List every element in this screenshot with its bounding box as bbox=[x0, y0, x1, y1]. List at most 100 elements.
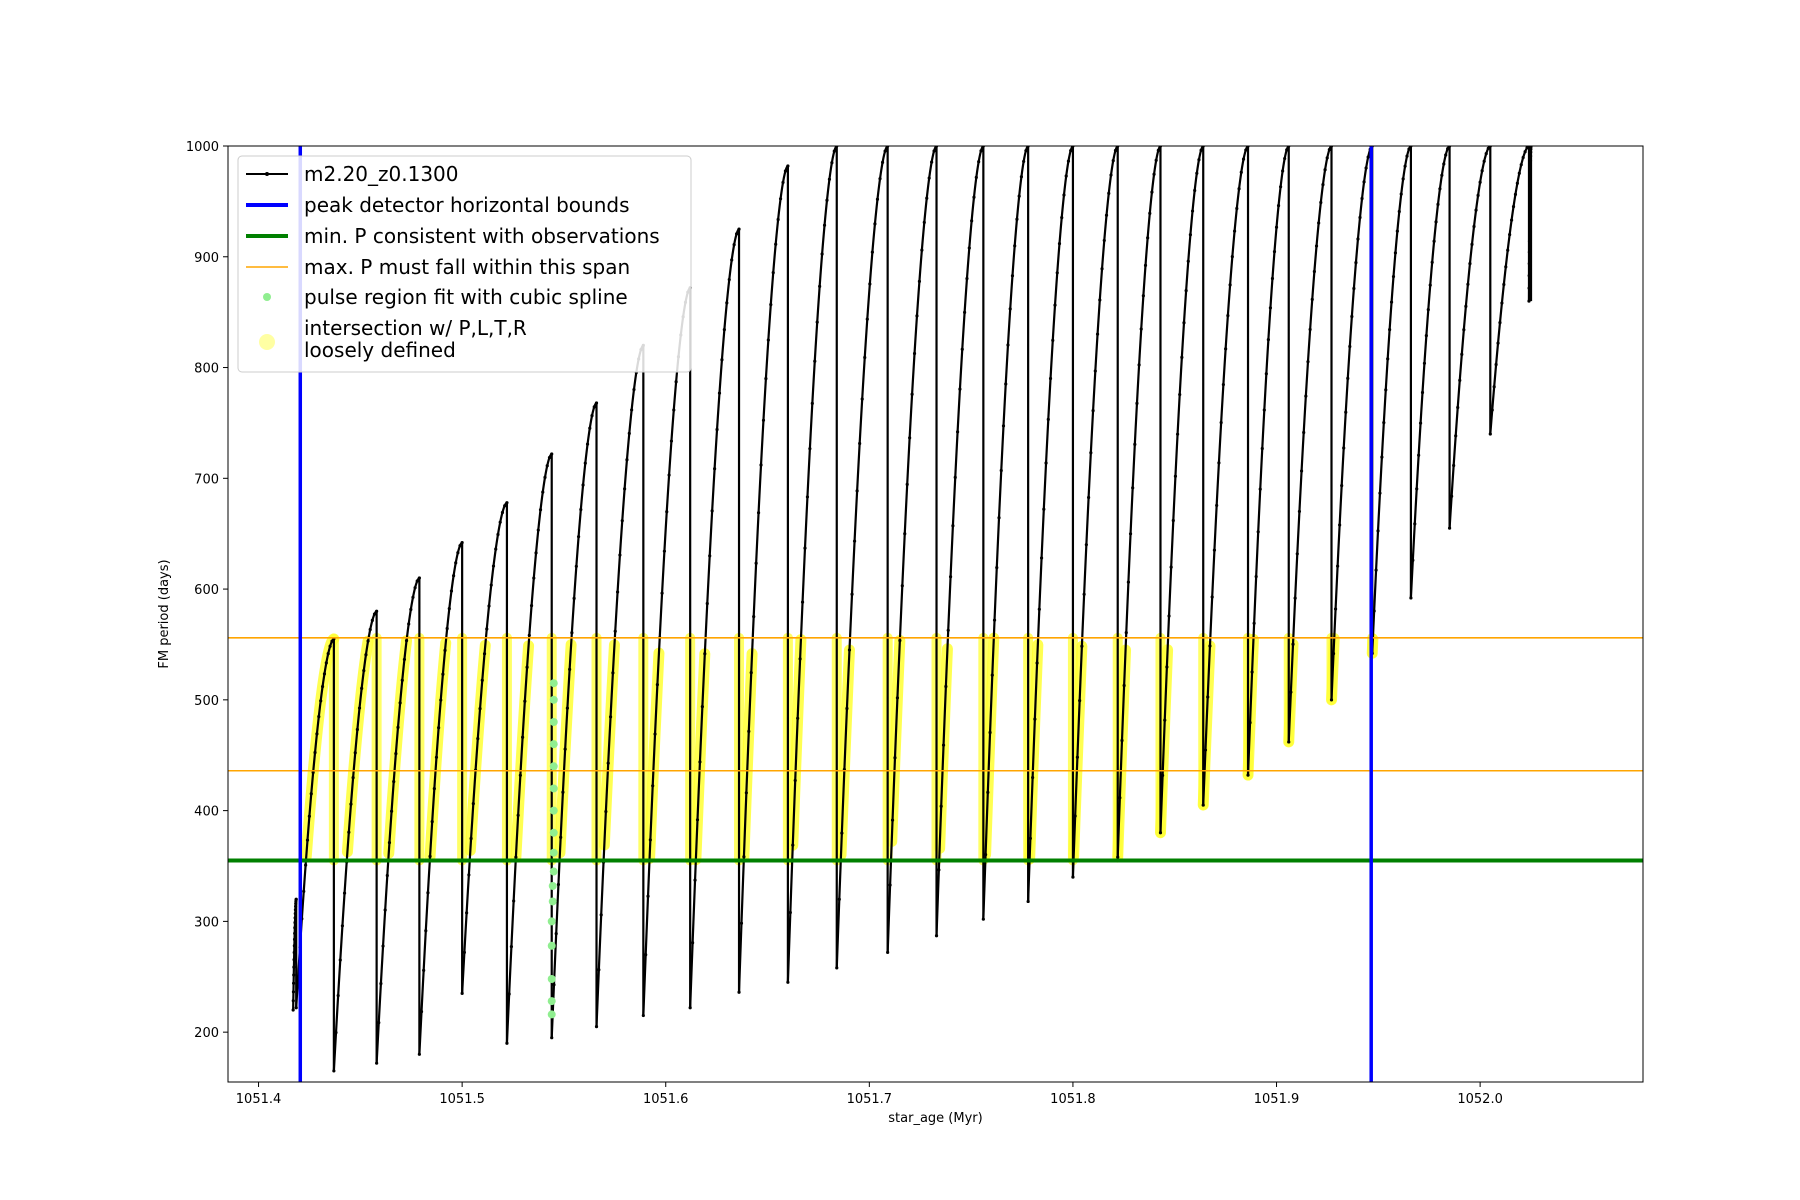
model-point bbox=[294, 897, 298, 901]
model-point bbox=[1057, 241, 1062, 246]
model-point bbox=[941, 743, 946, 747]
model-point bbox=[1102, 238, 1106, 243]
model-point bbox=[1444, 153, 1448, 157]
model-point bbox=[291, 990, 296, 994]
model-point bbox=[900, 584, 904, 588]
model-point bbox=[1091, 408, 1095, 413]
model-point bbox=[627, 431, 631, 435]
spline-point bbox=[547, 974, 556, 983]
model-point bbox=[1397, 209, 1401, 214]
model-point bbox=[847, 648, 852, 652]
model-point bbox=[1031, 775, 1035, 780]
model-point bbox=[845, 706, 849, 711]
model-point bbox=[1122, 683, 1126, 688]
model-point bbox=[662, 549, 667, 553]
model-point bbox=[796, 716, 800, 720]
model-point bbox=[644, 953, 648, 957]
model-pulse-curve bbox=[737, 164, 789, 993]
model-point bbox=[439, 698, 443, 702]
model-point bbox=[1212, 548, 1217, 552]
model-point bbox=[818, 284, 822, 288]
model-point bbox=[1039, 556, 1044, 560]
model-point bbox=[979, 149, 983, 153]
model-point bbox=[1304, 394, 1308, 398]
model-point bbox=[895, 696, 900, 700]
model-point bbox=[1420, 390, 1425, 395]
model-point bbox=[496, 532, 500, 537]
model-point bbox=[1221, 382, 1225, 387]
model-point bbox=[925, 196, 929, 200]
model-point bbox=[646, 894, 650, 898]
model-point bbox=[426, 891, 430, 895]
model-point bbox=[1197, 158, 1201, 162]
model-point bbox=[1523, 150, 1527, 154]
model-point bbox=[737, 227, 741, 231]
model-point bbox=[521, 735, 525, 739]
model-point bbox=[392, 779, 396, 784]
legend-swatch-intersection bbox=[259, 334, 275, 350]
model-point bbox=[1462, 328, 1466, 332]
model-point bbox=[509, 944, 514, 949]
model-point bbox=[960, 347, 964, 351]
model-point bbox=[1333, 607, 1338, 611]
model-point bbox=[1474, 208, 1478, 212]
model-point bbox=[1137, 363, 1141, 367]
model-series-layer bbox=[291, 146, 1533, 1073]
model-point bbox=[672, 408, 676, 412]
model-point bbox=[1087, 495, 1091, 500]
model-point bbox=[990, 673, 994, 677]
model-point bbox=[1417, 453, 1421, 457]
model-point bbox=[722, 328, 726, 332]
model-point bbox=[454, 561, 458, 565]
model-point bbox=[618, 553, 622, 557]
model-pulse-curve bbox=[461, 501, 509, 1044]
model-point bbox=[967, 246, 971, 250]
model-point bbox=[441, 672, 445, 676]
model-point bbox=[1405, 154, 1409, 158]
model-point bbox=[1426, 307, 1430, 312]
model-point bbox=[1504, 265, 1508, 269]
model-point bbox=[873, 222, 877, 226]
model-point bbox=[764, 376, 768, 381]
model-point bbox=[292, 981, 296, 985]
model-point bbox=[623, 487, 627, 491]
model-point bbox=[1500, 301, 1504, 305]
x-tick-label: 1051.8 bbox=[1050, 1092, 1096, 1107]
model-point bbox=[725, 301, 729, 305]
model-point bbox=[1492, 385, 1496, 389]
model-point bbox=[1329, 698, 1334, 702]
model-point bbox=[903, 532, 907, 536]
model-point bbox=[1432, 239, 1436, 243]
model-point bbox=[1206, 695, 1210, 699]
model-point bbox=[948, 575, 953, 579]
model-point bbox=[1521, 155, 1525, 160]
model-point bbox=[1246, 773, 1250, 777]
model-point bbox=[1264, 372, 1268, 376]
model-point bbox=[1237, 187, 1241, 191]
legend-label: intersection w/ P,L,T,R bbox=[304, 316, 527, 340]
model-point bbox=[771, 271, 775, 275]
model-point bbox=[749, 671, 753, 675]
model-point bbox=[992, 618, 997, 622]
model-point bbox=[1104, 213, 1109, 217]
model-point bbox=[835, 966, 839, 970]
model-point bbox=[912, 351, 917, 356]
model-point bbox=[759, 463, 763, 467]
model-point bbox=[1399, 192, 1403, 196]
model-point bbox=[579, 507, 583, 512]
model-point bbox=[958, 387, 962, 391]
model-point bbox=[1093, 369, 1097, 373]
spline-point bbox=[547, 1010, 556, 1019]
model-pulse-curve bbox=[332, 610, 378, 1071]
model-point bbox=[1173, 474, 1178, 478]
legend-label: min. P consistent with observations bbox=[304, 224, 660, 248]
model-point bbox=[1182, 321, 1186, 325]
model-point bbox=[1342, 446, 1346, 450]
model-point bbox=[1190, 209, 1195, 213]
model-point bbox=[467, 873, 471, 877]
model-point bbox=[754, 561, 758, 565]
model-point bbox=[1084, 543, 1088, 547]
model-point bbox=[597, 968, 601, 972]
model-point bbox=[447, 607, 451, 611]
